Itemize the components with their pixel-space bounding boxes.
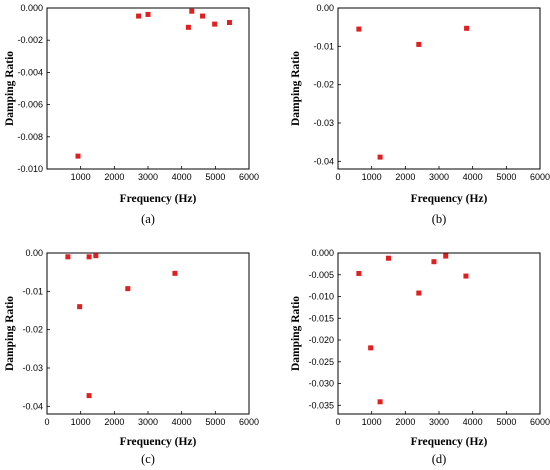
data-point [65, 254, 71, 260]
y-tick-label: -0.01 [22, 286, 43, 296]
y-tick-label: 0.000 [311, 248, 334, 258]
data-point [75, 153, 81, 159]
chart-panel-4: 0 1000 2000 3000 4000 5000 6000 0.000 -0.005 -0.0… [290, 248, 550, 466]
panel-label: (d) [432, 452, 447, 466]
y-tick-label: -0.002 [17, 35, 43, 45]
data-point [463, 273, 469, 279]
data-point [416, 290, 422, 296]
y-tick-label: -0.025 [308, 357, 334, 367]
y-tick-label: -0.04 [22, 401, 43, 411]
x-tick-label: 1000 [71, 172, 91, 182]
y-axis-label: Damping Ratio [290, 296, 302, 371]
plot-frame [337, 252, 541, 415]
data-point [416, 41, 422, 47]
data-point [200, 13, 206, 19]
x-tick-label: 0 [335, 172, 340, 182]
data-point [431, 259, 437, 265]
y-tick-label: 0.00 [25, 248, 43, 258]
y-axis-label: Damping Ratio [4, 51, 16, 126]
y-tick-label: -0.02 [313, 80, 334, 90]
plot-frame [46, 7, 250, 170]
data-point [368, 345, 374, 351]
x-tick-label: 2000 [395, 172, 415, 182]
y-tick-label: -0.020 [308, 335, 334, 345]
x-tick-label: 5000 [205, 172, 225, 182]
data-point [189, 8, 195, 14]
data-point [136, 13, 142, 19]
x-axis-label: Frequency (Hz) [120, 193, 197, 205]
x-axis-label: Frequency (Hz) [411, 436, 488, 448]
y-tick-label: -0.04 [313, 156, 334, 166]
x-tick-label: 4000 [172, 417, 192, 427]
y-tick-label: 0.000 [20, 3, 43, 13]
data-point [464, 25, 470, 31]
x-axis-label: Frequency (Hz) [411, 193, 488, 205]
data-point [172, 270, 178, 276]
y-axis-label: Damping Ratio [4, 296, 16, 371]
y-tick-label: -0.006 [17, 100, 43, 110]
y-tick-label: -0.03 [22, 363, 43, 373]
data-point [386, 255, 391, 261]
y-tick-label: -0.015 [308, 313, 334, 323]
data-point [226, 19, 232, 25]
x-tick-label: 6000 [530, 172, 550, 182]
data-point [212, 21, 218, 27]
chart-panel-2: 0 1000 2000 3000 4000 5000 6000 0.00 -0.01 -0.02 -… [290, 3, 550, 226]
data-point [125, 286, 131, 292]
data-point [77, 304, 83, 310]
y-tick-label: -0.004 [17, 67, 43, 77]
x-tick-label: 3000 [429, 172, 449, 182]
x-tick-label: 2000 [104, 417, 124, 427]
x-tick-label: 4000 [172, 172, 192, 182]
data-point [145, 11, 151, 17]
y-axis-label: Damping Ratio [290, 51, 302, 126]
y-tick-label: -0.005 [308, 270, 334, 280]
x-tick-label: 3000 [138, 417, 158, 427]
y-tick-label: -0.01 [313, 41, 334, 51]
plot-frame [46, 252, 250, 415]
panel-label: (a) [141, 212, 155, 226]
x-tick-label: 2000 [395, 417, 415, 427]
x-tick-label: 1000 [71, 417, 91, 427]
x-tick-label: 0 [44, 417, 49, 427]
y-tick-label: -0.010 [308, 292, 334, 302]
panel-label: (c) [141, 452, 155, 466]
y-tick-label: -0.030 [308, 379, 334, 389]
data-point [356, 26, 362, 32]
chart-panel-1: 1000 2000 3000 4000 5000 6000 0.000 -0.002 -0.00… [4, 3, 259, 226]
x-tick-label: 5000 [496, 417, 516, 427]
data-point [86, 393, 92, 399]
y-tick-label: 0.00 [316, 3, 334, 13]
x-axis-label: Frequency (Hz) [120, 436, 197, 448]
data-point [356, 270, 362, 276]
x-tick-label: 6000 [530, 417, 550, 427]
x-tick-label: 6000 [239, 417, 259, 427]
y-tick-label: -0.010 [17, 164, 43, 174]
x-tick-label: 3000 [429, 417, 449, 427]
y-tick-label: -0.035 [308, 400, 334, 410]
data-point [86, 254, 92, 260]
x-tick-label: 0 [335, 417, 340, 427]
y-tick-label: -0.008 [17, 132, 43, 142]
data-point [443, 253, 449, 259]
x-tick-label: 4000 [463, 417, 483, 427]
x-tick-label: 2000 [104, 172, 124, 182]
x-tick-label: 5000 [496, 172, 516, 182]
panel-label: (b) [432, 212, 447, 226]
x-tick-label: 6000 [239, 172, 259, 182]
x-tick-label: 3000 [138, 172, 158, 182]
x-tick-label: 5000 [205, 417, 225, 427]
chart-panel-3: 0 1000 2000 3000 4000 5000 6000 0.00 -0.01 -0.02 -… [4, 248, 259, 466]
x-tick-label: 1000 [362, 172, 382, 182]
y-tick-label: -0.02 [22, 325, 43, 335]
data-point [93, 253, 99, 259]
x-tick-label: 1000 [362, 417, 382, 427]
plot-frame [337, 7, 541, 170]
x-tick-label: 4000 [463, 172, 483, 182]
data-point [377, 399, 383, 405]
y-tick-label: -0.03 [313, 118, 334, 128]
data-point [377, 154, 383, 160]
data-point [185, 24, 191, 30]
